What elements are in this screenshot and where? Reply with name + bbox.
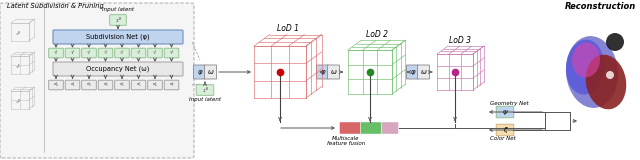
Text: LoD 2: LoD 2 [365,30,388,39]
FancyBboxPatch shape [98,80,113,90]
Text: Reconstruction: Reconstruction [564,2,636,11]
FancyBboxPatch shape [49,48,63,58]
Text: $z^1$: $z^1$ [15,62,21,72]
Ellipse shape [572,43,600,77]
FancyBboxPatch shape [339,122,360,134]
Text: Latent Subdivision & Pruning: Latent Subdivision & Pruning [6,3,104,9]
Ellipse shape [586,55,627,109]
FancyBboxPatch shape [406,65,419,79]
Ellipse shape [566,36,618,108]
Text: Color Net: Color Net [490,136,516,140]
FancyBboxPatch shape [131,80,146,90]
Text: $o^1_2$: $o^1_2$ [86,81,92,89]
FancyBboxPatch shape [131,48,146,58]
Ellipse shape [606,33,624,51]
Text: $o^1_1$: $o^1_1$ [70,81,76,89]
Text: ξ: ξ [503,127,507,133]
Text: $o^1_6$: $o^1_6$ [152,81,158,89]
FancyBboxPatch shape [115,48,129,58]
Text: ω: ω [331,69,337,75]
Text: $z^0$: $z^0$ [15,29,21,39]
Text: $z^1_4$: $z^1_4$ [119,49,125,57]
FancyBboxPatch shape [205,65,216,79]
FancyBboxPatch shape [148,48,163,58]
Text: Subdivision Net (φ): Subdivision Net (φ) [86,34,150,40]
Text: $z^0$: $z^0$ [115,15,122,25]
Ellipse shape [566,40,604,94]
FancyBboxPatch shape [82,80,96,90]
Text: Occupancy Net (ω): Occupancy Net (ω) [86,66,150,72]
FancyBboxPatch shape [328,65,339,79]
Text: ω: ω [207,69,213,75]
Text: $z^2$: $z^2$ [15,97,21,107]
FancyBboxPatch shape [82,48,96,58]
Text: ω: ω [420,69,426,75]
Text: $z^1_7$: $z^1_7$ [169,49,174,57]
Text: $o^1_5$: $o^1_5$ [136,81,141,89]
Text: $z^1_6$: $z^1_6$ [152,49,157,57]
Text: $o^1_4$: $o^1_4$ [119,81,125,89]
Text: $o^1_0$: $o^1_0$ [53,81,59,89]
FancyBboxPatch shape [417,65,429,79]
Text: $z^1_5$: $z^1_5$ [136,49,141,57]
Text: φ: φ [410,69,415,75]
Text: $z^0$: $z^0$ [202,85,209,95]
FancyBboxPatch shape [65,48,80,58]
FancyBboxPatch shape [148,80,163,90]
Text: LoD 3: LoD 3 [449,36,472,45]
FancyBboxPatch shape [109,15,126,25]
FancyBboxPatch shape [193,65,205,79]
Text: Geometry Net: Geometry Net [490,100,529,105]
FancyBboxPatch shape [115,80,129,90]
FancyBboxPatch shape [196,85,214,95]
Text: $o^1_3$: $o^1_3$ [102,81,108,89]
FancyBboxPatch shape [53,62,183,76]
FancyBboxPatch shape [164,80,179,90]
Text: LoD 1: LoD 1 [277,24,299,33]
FancyBboxPatch shape [65,80,80,90]
Text: φ: φ [197,69,202,75]
FancyBboxPatch shape [49,80,63,90]
Text: $z^1_1$: $z^1_1$ [70,49,76,57]
Text: ψ: ψ [502,109,508,115]
Text: Input latent: Input latent [189,97,221,103]
FancyBboxPatch shape [164,48,179,58]
Text: $o^1_7$: $o^1_7$ [169,81,174,89]
Text: Input latent: Input latent [102,7,134,12]
FancyBboxPatch shape [317,65,328,79]
FancyBboxPatch shape [360,122,381,134]
FancyBboxPatch shape [381,122,399,134]
Text: φ: φ [320,69,325,75]
FancyBboxPatch shape [98,48,113,58]
FancyBboxPatch shape [53,30,183,44]
Text: $z^1_0$: $z^1_0$ [53,49,59,57]
Text: Multiscale
feature fusion: Multiscale feature fusion [327,136,365,146]
Text: $z^1_2$: $z^1_2$ [86,49,92,57]
FancyBboxPatch shape [496,124,514,136]
Text: $z^1_3$: $z^1_3$ [103,49,108,57]
FancyBboxPatch shape [496,106,514,118]
Ellipse shape [606,71,614,79]
FancyBboxPatch shape [0,3,194,158]
